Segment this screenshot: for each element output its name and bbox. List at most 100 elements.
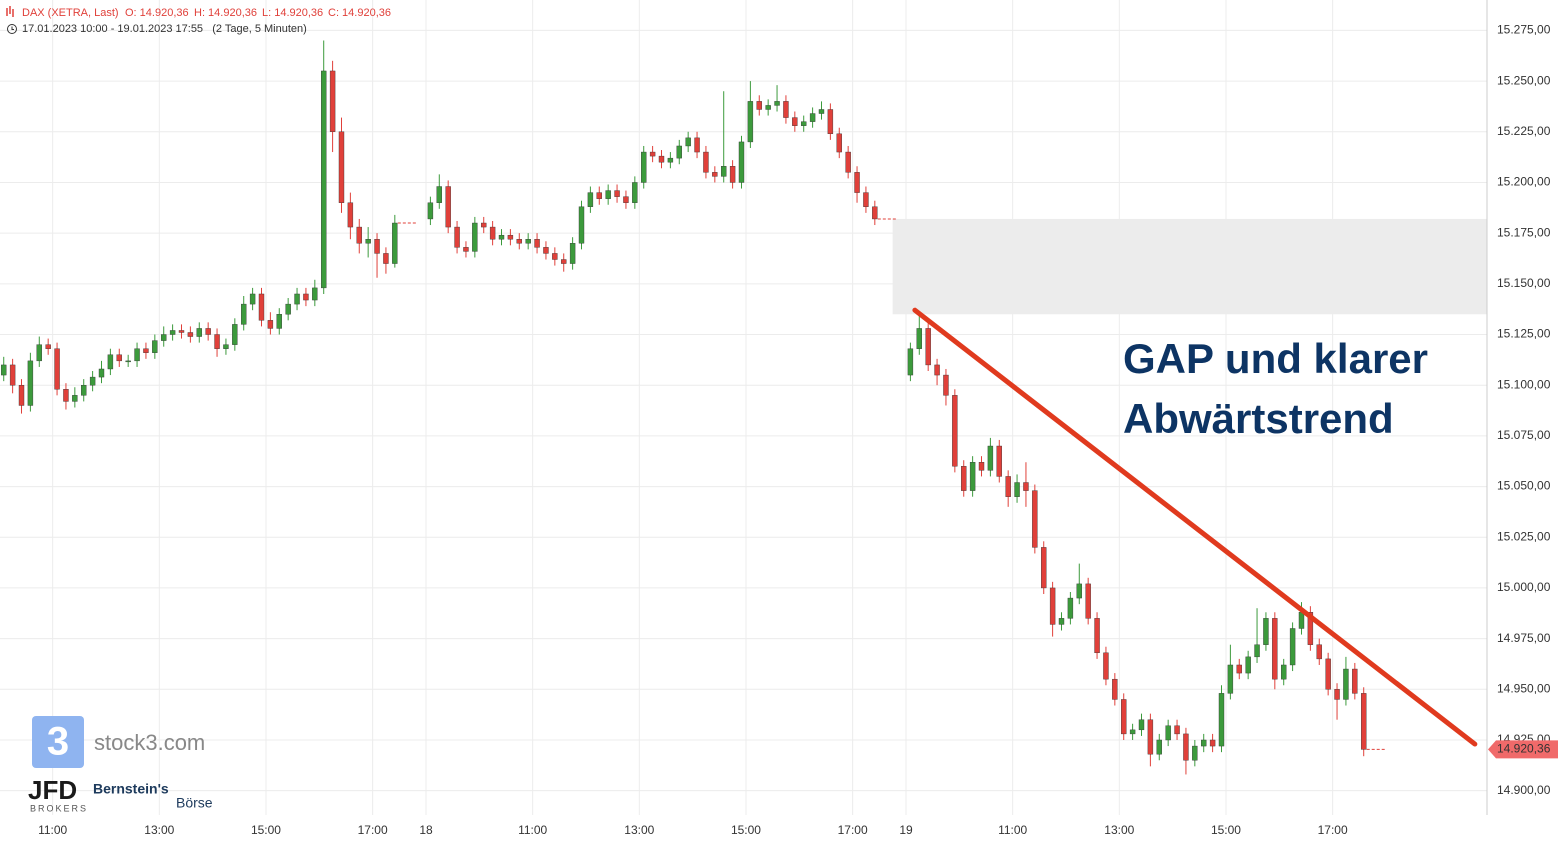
candle-body [347,202,354,228]
candle-body [9,364,16,386]
chart-icon [6,6,14,17]
candle-body [1254,644,1260,658]
candle-body [827,109,834,135]
candle-body [801,121,807,126]
candle-body [392,222,398,264]
candle-body [961,466,967,491]
ohlc-label: C: 14.920,36 [328,7,391,19]
candle-body [507,234,514,240]
ohlc-label: L: 14.920,36 [262,7,323,19]
candle-body [1272,618,1278,680]
x-tick-label: 17:00 [1318,823,1348,837]
candle-body [134,348,140,362]
candle-body [303,293,309,301]
candle-body [792,117,798,126]
candle-body [1209,739,1216,747]
candle-body [561,259,567,264]
candle-body [1236,664,1242,674]
candle-body [1147,719,1154,755]
candle-body [578,206,585,244]
candle-body [925,328,931,366]
candle-body [765,105,771,110]
candle-body [756,101,762,110]
watermark-text: BROKERS [30,803,88,813]
candle-body [383,253,389,264]
y-tick-label: 14.900,00 [1497,783,1551,797]
candle-body [996,445,1002,477]
candle-body [214,334,220,349]
overlay [912,307,1478,747]
y-tick-label: 15.075,00 [1497,428,1551,442]
candle-body [1245,656,1251,674]
candle-body [1112,678,1118,700]
ohlc-label: H: 14.920,36 [194,7,257,19]
candle-body [712,172,718,177]
candle-body [18,384,25,406]
candle-body [178,330,185,333]
candle-body [329,70,336,132]
candle-body [1281,664,1287,680]
candle-body [818,109,825,114]
candle-body [143,348,149,353]
candle-body [916,328,922,349]
candle-body [587,192,594,207]
candle-body [774,101,780,106]
candle-body [312,287,318,301]
candle-body [1067,597,1074,619]
candle-body [454,226,460,248]
candle-body [161,334,167,341]
candle-body [276,314,282,329]
logo-mark: 3 [47,720,69,764]
candle-body [169,330,176,335]
candle-body [1316,644,1322,660]
price-marker [1488,740,1558,759]
candle-body [676,145,682,159]
watermark-text: Bernstein's [93,781,169,797]
candle-body [294,293,300,305]
candle-body [569,243,576,264]
candle-body [854,172,860,193]
y-tick-label: 15.200,00 [1497,175,1551,189]
candle-body [98,368,105,378]
candle-body [667,157,674,163]
trendline [912,307,1478,747]
candle-body [1129,729,1136,735]
candle-body [1352,668,1358,694]
clock-icon [7,24,17,34]
y-tick-label: 15.175,00 [1497,225,1551,239]
candle-body [1023,482,1029,491]
x-tick-label: 17:00 [358,823,388,837]
ohlc-label: O: 14.920,36 [125,7,189,19]
y-tick-label: 15.225,00 [1497,124,1551,138]
x-tick-label: 15:00 [731,823,761,837]
annotation: GAP und klarer [1123,335,1428,382]
candle-body [969,462,976,491]
candle-body [809,113,816,122]
candle-body [1343,668,1349,700]
candle-body [356,226,362,244]
logo-box [32,716,84,768]
candle-body [232,324,238,345]
candle-body [836,133,842,153]
candle-body [943,374,949,396]
candle-body [321,70,327,289]
gap-zone [892,218,1487,315]
candle-body [152,340,158,353]
candle-body [934,364,940,376]
candle-body [498,234,505,240]
candle-body [694,137,700,153]
candle-body [658,155,665,163]
candle-body [1049,587,1056,625]
candle-body [623,196,629,203]
annotation: Abwärtstrend [1123,395,1394,442]
candle-body [1138,719,1145,731]
candle-body [641,151,647,183]
y-tick-label: 14.975,00 [1497,631,1551,645]
candle-body [1174,725,1180,735]
candle-body [116,354,122,362]
candle-body [685,137,691,147]
y-tick-label: 15.125,00 [1497,327,1551,341]
candle-body [1218,693,1225,747]
candle-body [81,384,87,396]
